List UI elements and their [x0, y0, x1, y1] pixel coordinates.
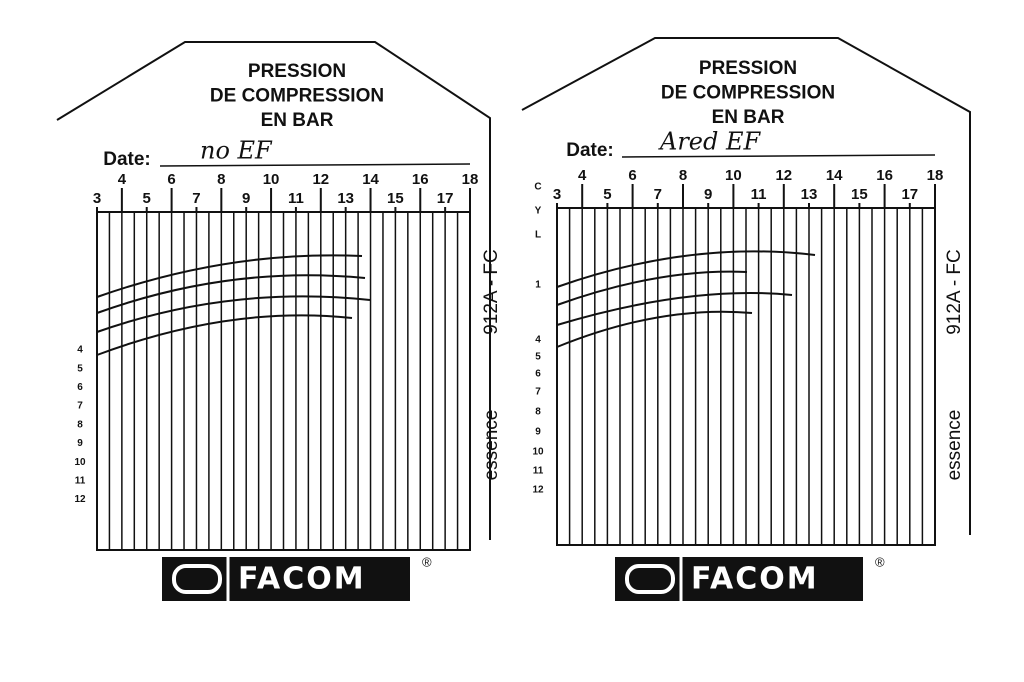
scale-label: 13	[801, 186, 818, 203]
scale-label: 18	[462, 171, 479, 188]
scale-label: 9	[704, 186, 712, 203]
scale-label: 11	[751, 186, 767, 203]
row-label: 4	[77, 345, 83, 356]
card-title: EN BAR	[261, 110, 334, 131]
scale-label: 15	[387, 190, 404, 207]
scale-label: 7	[654, 186, 662, 203]
card-title: PRESSION	[248, 61, 346, 82]
scale-label: 9	[242, 190, 250, 207]
scale-label: 17	[901, 186, 918, 203]
scale-label: 18	[927, 167, 944, 184]
card-outline	[56, 41, 491, 540]
row-label: 8	[77, 419, 83, 430]
scale-label: 10	[725, 167, 742, 184]
scale-label: 8	[679, 167, 687, 184]
scale-label: 5	[143, 190, 151, 207]
scale-label: 11	[288, 190, 304, 207]
scale-label: 3	[553, 186, 561, 203]
brand: FACOM	[238, 562, 366, 597]
fuel-label: essence	[944, 410, 965, 481]
row-label: L	[535, 230, 541, 241]
logo-icon	[172, 564, 222, 594]
date-label: Date:	[103, 149, 151, 170]
row-label: 10	[532, 447, 544, 458]
row-label: 8	[535, 407, 541, 418]
row-label: 1	[535, 280, 541, 291]
row-label: 7	[535, 387, 541, 398]
scale-label: 4	[118, 171, 127, 188]
scale-label: 6	[167, 171, 175, 188]
card-title: DE COMPRESSION	[661, 83, 835, 104]
row-label: 12	[74, 494, 86, 505]
date-line	[621, 154, 936, 158]
date-label: Date:	[566, 140, 614, 161]
scale-label: 15	[851, 186, 868, 203]
scale-label: 8	[217, 171, 225, 188]
row-label: 11	[533, 466, 544, 477]
row-label: 9	[535, 427, 541, 438]
brand-mark: ®	[875, 554, 885, 569]
scale-label: 14	[362, 171, 379, 188]
scale-label: 10	[263, 171, 280, 188]
scale-label: 16	[876, 167, 893, 184]
date-value: Ared EF	[658, 128, 762, 156]
scale-label: 13	[337, 190, 354, 207]
row-label: 5	[535, 352, 541, 363]
card-outline	[521, 37, 971, 535]
scale-label: 17	[437, 190, 454, 207]
scale-label: 12	[775, 167, 792, 184]
scale-label: 16	[412, 171, 429, 188]
logo-icon	[625, 564, 675, 594]
scale-label: 12	[312, 171, 329, 188]
row-label: Y	[535, 206, 542, 217]
brand: FACOM	[691, 562, 819, 597]
scale-label: 7	[192, 190, 200, 207]
scale-label: 14	[826, 167, 843, 184]
card-title: EN BAR	[712, 107, 785, 128]
row-label: 12	[532, 485, 544, 496]
card-title: DE COMPRESSION	[210, 86, 384, 107]
fuel-label: essence	[481, 410, 502, 481]
date-line	[159, 163, 471, 167]
row-label: 11	[75, 476, 86, 487]
date-value: no EF	[200, 137, 273, 165]
row-label: 7	[77, 401, 83, 412]
row-label: 6	[535, 369, 541, 380]
scale-label: 3	[93, 190, 101, 207]
model-label: 912A - FC	[481, 249, 502, 335]
model-label: 912A - FC	[944, 249, 965, 335]
row-label: 5	[77, 363, 83, 374]
brand-mark: ®	[422, 554, 432, 569]
row-label: 4	[535, 335, 541, 346]
scale-label: 4	[578, 167, 587, 184]
row-label: C	[534, 182, 541, 193]
card-title: PRESSION	[699, 58, 797, 79]
row-label: 10	[74, 457, 86, 468]
row-label: 9	[77, 438, 83, 449]
scale-label: 6	[628, 167, 636, 184]
scale-label: 5	[603, 186, 611, 203]
row-label: 6	[77, 382, 83, 393]
